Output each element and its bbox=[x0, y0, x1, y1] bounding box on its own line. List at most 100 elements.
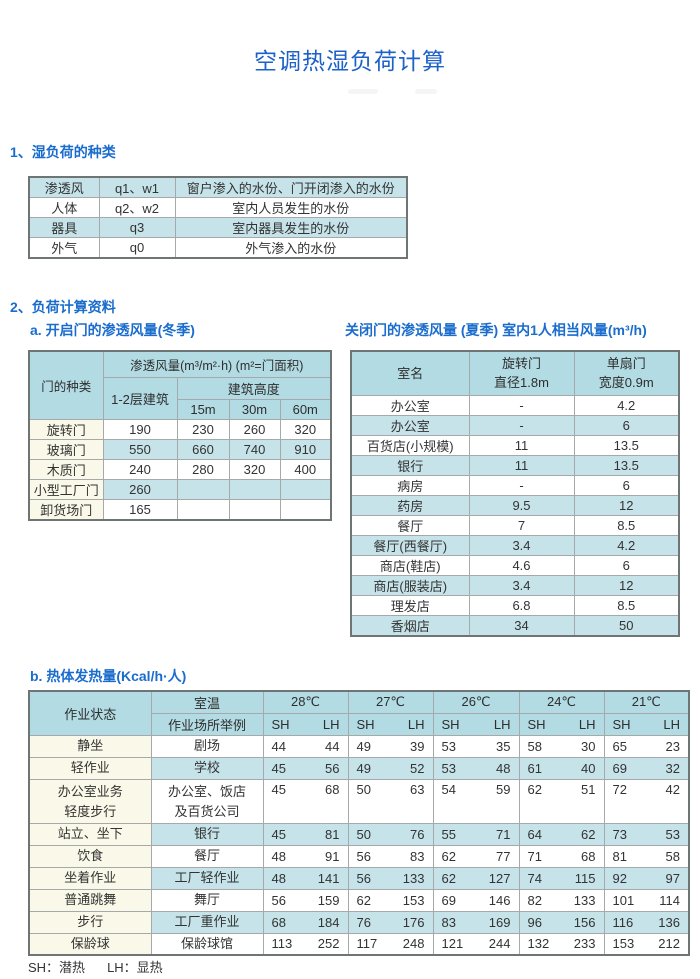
summer-closed-door-table: 室名 旋转门 直径1.8m 单扇门 宽度0.9m 办公室 - 4.2 办公室 -… bbox=[350, 350, 680, 637]
single-value-cell: 8.5 bbox=[573, 514, 680, 536]
table-row: 香烟店 34 50 bbox=[350, 614, 680, 636]
work-state-cell: 办公室业务 轻度步行 bbox=[28, 778, 152, 824]
sh-value-cell: 69 bbox=[603, 756, 646, 780]
lh-value-cell: 212 bbox=[646, 932, 690, 956]
lh-value-cell: 127 bbox=[476, 866, 520, 890]
table-row: 商店(鞋店) 4.6 6 bbox=[350, 554, 680, 576]
lh-value-cell: 32 bbox=[646, 756, 690, 780]
sh-value-cell: 54 bbox=[432, 778, 476, 824]
h30-value-cell: 260 bbox=[228, 418, 281, 440]
lh-value-cell: 136 bbox=[646, 910, 690, 934]
sh-value-cell: 92 bbox=[603, 866, 646, 890]
h60-value-cell bbox=[279, 478, 332, 500]
workplace-cell: 学校 bbox=[150, 756, 264, 780]
sh-value-cell: 68 bbox=[262, 910, 305, 934]
faded-watermark bbox=[415, 89, 437, 94]
header-row: 作业状态 室温 28℃ 27℃ 26℃ 24℃ 21℃ bbox=[28, 690, 690, 736]
sh-value-cell: 56 bbox=[262, 888, 305, 912]
lh-value-cell: 51 bbox=[561, 778, 605, 824]
workplace-cell: 银行 bbox=[150, 822, 264, 846]
table-row: 坐着作业 工厂轻作业 48 141 56 133 62 127 74 115 9… bbox=[28, 866, 690, 890]
sh-value-cell: 117 bbox=[347, 932, 390, 956]
flow-header: 渗透风量(m³/m²·h) (m²=门面积) bbox=[102, 350, 332, 378]
work-state-cell: 步行 bbox=[28, 910, 152, 934]
load-source-cell: 渗透风 bbox=[28, 176, 100, 198]
sh-value-cell: 81 bbox=[603, 844, 646, 868]
h15-value-cell: 230 bbox=[176, 418, 230, 440]
load-source-cell: 人体 bbox=[28, 197, 100, 218]
lh-value-cell: 76 bbox=[390, 822, 434, 846]
sh-value-cell: 48 bbox=[262, 866, 305, 890]
single-value-cell: 6 bbox=[573, 474, 680, 496]
table-row: 渗透风 q1、w1 窗户渗入的水份、门开闭渗入的水份 bbox=[28, 176, 408, 198]
single-value-cell: 12 bbox=[573, 574, 680, 596]
revolving-value-cell: 3.4 bbox=[468, 574, 575, 596]
sh-header: SH bbox=[603, 712, 646, 736]
lh-value-cell: 58 bbox=[646, 844, 690, 868]
lh-value-cell: 156 bbox=[561, 910, 605, 934]
summer-table-heading: 关闭门的渗透风量 (夏季) 室内1人相当风量(m³/h) bbox=[345, 322, 647, 338]
lh-value-cell: 77 bbox=[476, 844, 520, 868]
work-state-cell: 饮食 bbox=[28, 844, 152, 868]
table-row: 办公室 - 4.2 bbox=[350, 394, 680, 416]
sh-value-cell: 53 bbox=[432, 734, 476, 758]
legend-note: SH：潜热 LH：显热 bbox=[28, 957, 185, 976]
table-row: 旋转门 190 230 260 320 bbox=[28, 418, 332, 440]
work-state-cell: 坐着作业 bbox=[28, 866, 152, 890]
sh-value-cell: 49 bbox=[347, 756, 390, 780]
room-name-cell: 餐厅 bbox=[350, 514, 470, 536]
sh-value-cell: 96 bbox=[518, 910, 561, 934]
table-row: 保龄球 保龄球馆 113 252 117 248 121 244 132 233… bbox=[28, 932, 690, 956]
sh-value-cell: 76 bbox=[347, 910, 390, 934]
h30-value-cell bbox=[228, 478, 281, 500]
table-row: 病房 - 6 bbox=[350, 474, 680, 496]
sh-value-cell: 113 bbox=[262, 932, 305, 956]
h60-value-cell: 400 bbox=[279, 458, 332, 480]
header-row: 门的种类 渗透风量(m³/m²·h) (m²=门面积) bbox=[28, 350, 332, 420]
lh-value-cell: 133 bbox=[390, 866, 434, 890]
revolving-door-header: 旋转门 直径1.8m bbox=[468, 350, 575, 396]
sh-value-cell: 45 bbox=[262, 756, 305, 780]
sh-value-cell: 53 bbox=[432, 756, 476, 780]
table-row: 商店(服装店) 3.4 12 bbox=[350, 574, 680, 596]
room-name-cell: 商店(鞋店) bbox=[350, 554, 470, 576]
header-row: 1-2层建筑 建筑高度 bbox=[29, 376, 332, 420]
lh-value-cell: 53 bbox=[646, 822, 690, 846]
single-value-cell: 4.2 bbox=[573, 394, 680, 416]
lh-value-cell: 68 bbox=[561, 844, 605, 868]
single-value-cell: 6 bbox=[573, 414, 680, 436]
temp-26-header: 26℃ bbox=[432, 690, 520, 714]
workplace-cell: 剧场 bbox=[150, 734, 264, 758]
lh-value-cell: 56 bbox=[305, 756, 349, 780]
sh-value-cell: 101 bbox=[603, 888, 646, 912]
sh-header: SH bbox=[518, 712, 561, 736]
h30-value-cell bbox=[228, 498, 281, 520]
work-state-header: 作业状态 bbox=[28, 690, 152, 736]
temp-21-header: 21℃ bbox=[603, 690, 690, 714]
lh-value-cell: 42 bbox=[646, 778, 690, 824]
workplace-cell: 工厂重作业 bbox=[150, 910, 264, 934]
table-row: 办公室业务 轻度步行 办公室、饭店 及百货公司 45 68 50 63 54 5… bbox=[28, 778, 690, 824]
lh-value-cell: 169 bbox=[476, 910, 520, 934]
revolving-value-cell: - bbox=[468, 394, 575, 416]
lh-value-cell: 176 bbox=[390, 910, 434, 934]
table-row: 步行 工厂重作业 68 184 76 176 83 169 96 156 116… bbox=[28, 910, 690, 934]
workplace-cell: 办公室、饭店 及百货公司 bbox=[150, 778, 264, 824]
lh-legend: LH：显热 bbox=[107, 960, 163, 975]
description-cell: 窗户渗入的水份、门开闭渗入的水份 bbox=[174, 176, 408, 198]
lh-value-cell: 23 bbox=[646, 734, 690, 758]
table-row: 饮食 餐厅 48 91 56 83 62 77 71 68 81 58 bbox=[28, 844, 690, 868]
workplace-cell: 餐厅 bbox=[150, 844, 264, 868]
height-15m-header: 15m bbox=[176, 398, 230, 420]
symbol-cell: q0 bbox=[98, 237, 176, 259]
base-building-header: 1-2层建筑 bbox=[102, 376, 178, 420]
sh-value-cell: 82 bbox=[518, 888, 561, 912]
single-door-header: 单扇门 宽度0.9m bbox=[573, 350, 680, 396]
sh-value-cell: 74 bbox=[518, 866, 561, 890]
temp-28-header: 28℃ bbox=[262, 690, 349, 714]
lh-value-cell: 81 bbox=[305, 822, 349, 846]
lh-header: LH bbox=[305, 712, 349, 736]
table-row: 卸货场门 165 bbox=[28, 498, 332, 520]
table-row: 银行 11 13.5 bbox=[350, 454, 680, 476]
